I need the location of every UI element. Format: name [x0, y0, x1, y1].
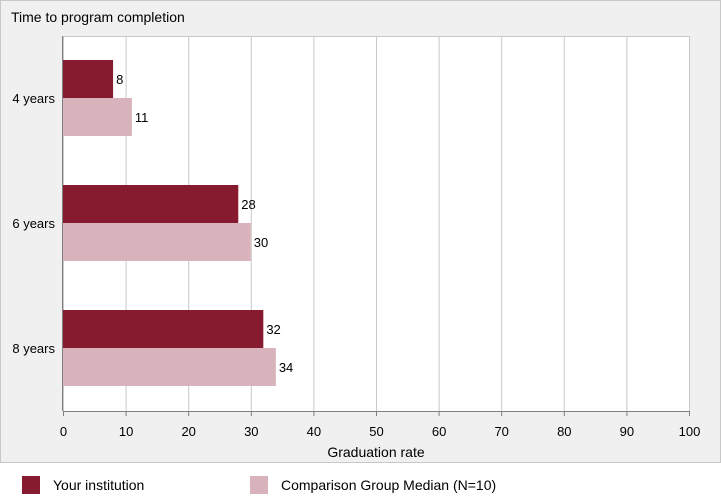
data-label-your-institution: 28 [241, 197, 255, 212]
x-tick-label: 50 [369, 424, 383, 439]
x-tick-label: 70 [494, 424, 508, 439]
x-tick-label: 60 [432, 424, 446, 439]
data-label-your-institution: 32 [266, 322, 280, 337]
x-tick-label: 30 [244, 424, 258, 439]
legend-label-comparison-group: Comparison Group Median (N=10) [281, 477, 497, 493]
category-label: 6 years [12, 216, 55, 231]
legend-swatch-your-institution [22, 476, 40, 494]
x-tick-label: 80 [557, 424, 571, 439]
x-axis-title: Graduation rate [327, 444, 424, 460]
chart-title: Time to program completion [11, 9, 185, 25]
x-tick-label: 20 [181, 424, 195, 439]
data-label-comparison-group: 11 [135, 110, 149, 125]
legend-swatch-comparison-group [250, 476, 268, 494]
x-tick-label: 100 [679, 424, 701, 439]
legend-item-your-institution: Your institution [22, 476, 144, 494]
category-label: 4 years [12, 91, 55, 106]
category-label: 8 years [12, 341, 55, 356]
bar-chart: 0 10 20 30 40 50 60 70 80 90 100 8 11 4 years 28 30 6 ye… [12, 36, 701, 460]
bar-your-institution [63, 185, 239, 223]
bar-comparison-group [63, 223, 251, 261]
data-label-your-institution: 8 [116, 72, 123, 87]
legend-item-comparison-group: Comparison Group Median (N=10) [250, 476, 496, 494]
x-tick-label: 90 [620, 424, 634, 439]
bar-your-institution [63, 60, 114, 98]
x-tick-label: 0 [60, 424, 67, 439]
data-label-comparison-group: 34 [279, 360, 293, 375]
bar-comparison-group [63, 98, 132, 136]
legend-label-your-institution: Your institution [53, 477, 145, 493]
data-label-comparison-group: 30 [254, 235, 268, 250]
bar-your-institution [63, 310, 264, 348]
bar-comparison-group [63, 348, 276, 386]
legend: Your institution Comparison Group Median… [0, 462, 721, 502]
x-tick-label: 40 [307, 424, 321, 439]
x-tick-label: 10 [119, 424, 133, 439]
